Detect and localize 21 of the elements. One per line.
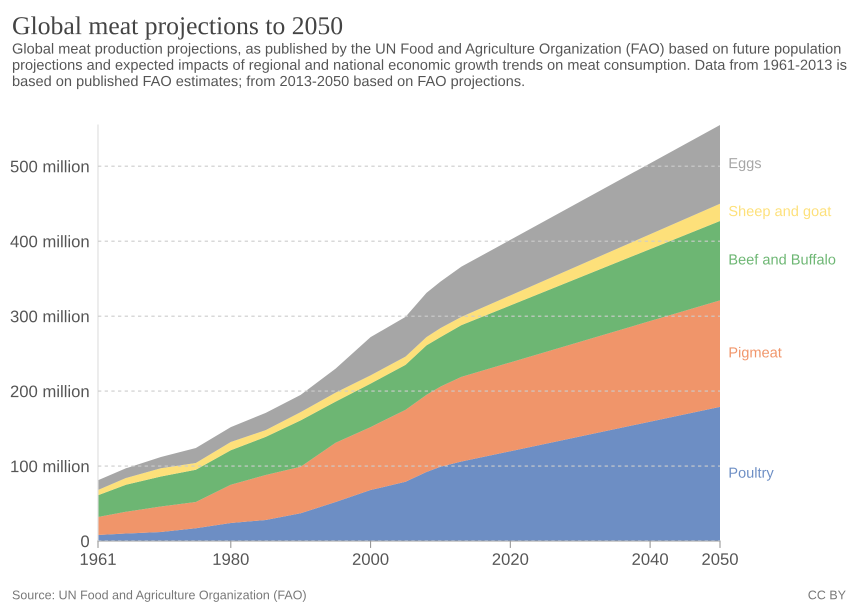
y-tick-label: 0 xyxy=(81,535,90,548)
x-tick-label: 2020 xyxy=(492,553,528,566)
y-tick-label: 100 million xyxy=(11,460,89,472)
x-tick-label: 2050 xyxy=(702,553,738,566)
chart-subtitle: Global meat production projections, as published by the UN Food and Agriculture Organization (FAO) based on future population projections and expected impacts of regional and national economic growth trends on meat consumption. Data from 1961-2013 is based on published FAO estimates; from 2013-2050 based on FAO projections. xyxy=(12,43,846,90)
x-tick-label: 2040 xyxy=(632,553,668,566)
chart-title: Global meat projections to 2050 xyxy=(13,16,342,40)
series-label: Pigmeat xyxy=(730,346,782,360)
x-tick-label: 2000 xyxy=(352,553,388,566)
y-tick-label: 500 million xyxy=(10,160,89,172)
series-label: Poultry xyxy=(730,467,774,481)
text: CC BY xyxy=(808,590,846,600)
source-note: Source: UN Food and Agriculture Organization (FAO) xyxy=(12,590,306,602)
y-tick-label: 200 million xyxy=(10,385,89,398)
series-label: Eggs xyxy=(730,158,762,172)
series-label: Beef and Buffalo xyxy=(730,254,836,265)
y-tick-label: 300 million xyxy=(10,310,89,322)
x-tick-label: 1980 xyxy=(214,553,249,566)
y-tick-label: 400 million xyxy=(10,235,89,248)
series-label: Sheep and goat xyxy=(728,206,832,220)
x-tick-label: 1961 xyxy=(80,553,116,566)
